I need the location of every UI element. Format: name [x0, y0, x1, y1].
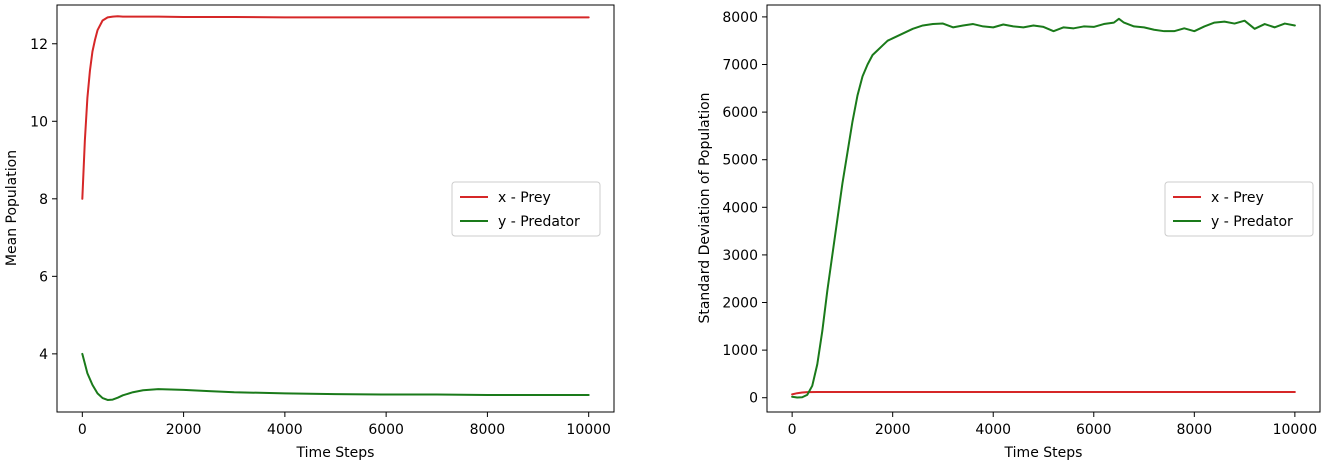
y-tick-label: 0: [749, 391, 758, 407]
x-tick-label: 10000: [1273, 422, 1318, 438]
x-tick-label: 0: [788, 422, 797, 438]
y-tick-label: 6: [39, 269, 48, 285]
x-tick-label: 2000: [166, 422, 202, 438]
y-tick-label: 2000: [722, 296, 758, 312]
y-tick-label: 6000: [722, 105, 758, 121]
series-line-prey: [81, 15, 590, 200]
x-tick-label: 2000: [875, 422, 911, 438]
y-tick-label: 8: [39, 192, 48, 208]
chart-panel-1: 0 2000 4000 6000 8000 10000 4 6 8 10 12 Time Steps M…: [4, 4, 615, 461]
legend-label: y - Predator: [498, 214, 580, 230]
y-tick-label: 1000: [722, 343, 758, 359]
axes-frame: [56, 4, 615, 413]
y-tick-label: 10: [30, 114, 48, 130]
chart-panel-2: 0 2000 4000 6000 8000 10000 0 1000 2000 3000 4000 5…: [697, 4, 1321, 461]
y-axis-label: Standard Deviation of Population: [697, 92, 713, 323]
legend-box: [1164, 181, 1314, 237]
x-tick-label: 10000: [566, 422, 611, 438]
axes-frame: [766, 4, 1321, 413]
x-axis-label: Time Steps: [1004, 445, 1083, 461]
legend: x - Prey y - Predator: [451, 181, 601, 237]
legend-label: y - Predator: [1211, 214, 1293, 230]
y-tick-label: 5000: [722, 153, 758, 169]
legend-box: [451, 181, 601, 237]
x-tick-label: 4000: [975, 422, 1011, 438]
legend-label: x - Prey: [1211, 190, 1264, 206]
x-tick-label: 0: [78, 422, 87, 438]
x-tick-label: 6000: [368, 422, 404, 438]
y-tick-label: 12: [30, 37, 48, 53]
series-line-prey: [791, 391, 1296, 396]
y-axis-label: Mean Population: [4, 150, 20, 266]
y-tick-label: 3000: [722, 248, 758, 264]
legend-label: x - Prey: [498, 190, 551, 206]
x-tick-label: 8000: [1176, 422, 1212, 438]
x-tick-label: 8000: [470, 422, 506, 438]
y-tick-label: 7000: [722, 58, 758, 74]
y-tick-label: 4000: [722, 200, 758, 216]
y-tick-label: 8000: [722, 10, 758, 26]
x-tick-label: 6000: [1076, 422, 1112, 438]
series-line-predator: [791, 17, 1296, 399]
x-tick-label: 4000: [267, 422, 303, 438]
legend: x - Prey y - Predator: [1164, 181, 1314, 237]
y-tick-label: 4: [39, 347, 48, 363]
series-line-predator: [81, 352, 590, 401]
x-axis-label: Time Steps: [296, 445, 375, 461]
